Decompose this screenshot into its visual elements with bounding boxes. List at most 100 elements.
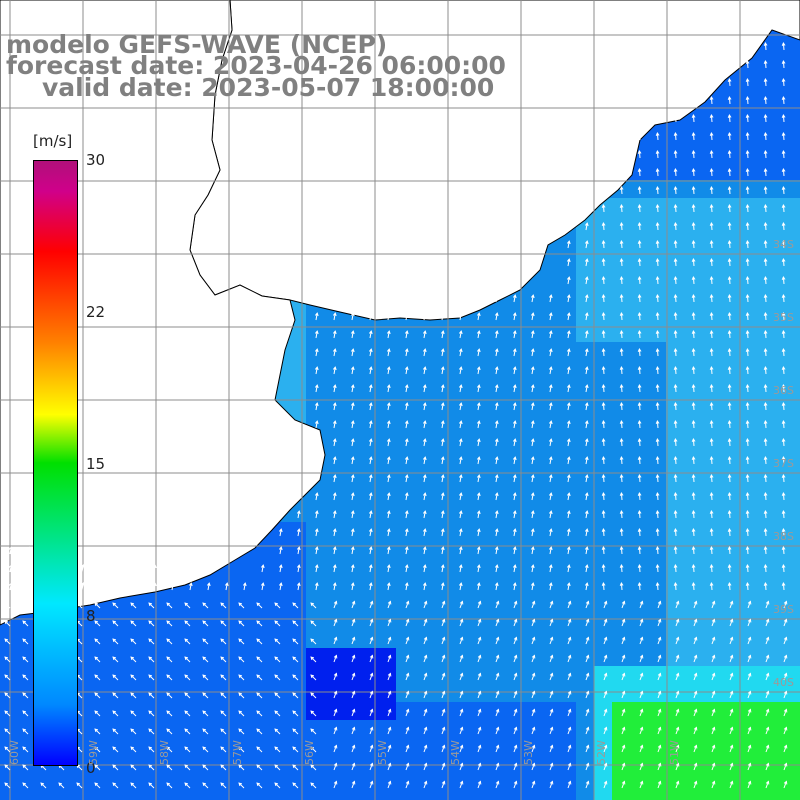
speed-cell	[378, 720, 397, 739]
speed-cell	[774, 594, 793, 613]
speed-cell	[108, 630, 127, 649]
speed-cell	[288, 612, 307, 631]
speed-cell	[684, 630, 703, 649]
wind-arrow	[655, 257, 660, 267]
wind-arrow	[601, 311, 606, 321]
speed-cell	[666, 774, 685, 793]
wind-arrow	[637, 365, 642, 375]
wind-arrow	[637, 41, 642, 51]
speed-cell	[450, 720, 469, 739]
speed-cell	[378, 702, 397, 721]
wind-arrow	[673, 95, 678, 105]
speed-cell	[18, 720, 37, 739]
wind-arrow	[584, 402, 589, 411]
wind-arrow	[601, 185, 606, 195]
wind-arrow	[781, 329, 786, 339]
wind-arrow	[566, 204, 571, 213]
wind-arrow	[368, 402, 373, 411]
speed-cell	[144, 684, 163, 703]
speed-cell	[522, 612, 541, 631]
speed-cell	[324, 666, 343, 685]
wind-arrow	[781, 131, 786, 141]
wind-arrow	[601, 239, 606, 249]
lat-label-37s: 37S	[773, 457, 794, 470]
speed-cell	[414, 594, 433, 613]
speed-cell	[558, 666, 577, 685]
speed-cell	[792, 576, 800, 595]
speed-cell	[792, 612, 800, 631]
speed-cell	[378, 666, 397, 685]
speed-cell	[504, 702, 523, 721]
speed-cell	[648, 684, 667, 703]
speed-cell	[180, 738, 199, 757]
speed-cell	[576, 612, 595, 631]
speed-cell	[432, 612, 451, 631]
speed-cell	[720, 684, 739, 703]
speed-cell	[378, 630, 397, 649]
wind-arrow	[763, 131, 768, 141]
speed-cell	[468, 684, 487, 703]
wind-arrow	[781, 41, 786, 51]
speed-cell	[126, 684, 145, 703]
speed-cell	[18, 612, 37, 631]
speed-cell	[234, 594, 253, 613]
wind-arrow	[601, 149, 606, 159]
speed-cell	[558, 792, 577, 800]
speed-cell	[54, 774, 73, 793]
speed-cell	[792, 198, 800, 217]
wind-arrow	[584, 240, 589, 249]
speed-cell	[792, 288, 800, 307]
wind-arrow	[673, 275, 678, 285]
speed-cell	[612, 792, 631, 800]
speed-cell	[558, 630, 577, 649]
speed-cell	[198, 792, 217, 800]
wind-arrow	[584, 150, 589, 159]
speed-cell	[738, 738, 757, 757]
speed-cell	[108, 684, 127, 703]
speed-cell	[180, 666, 199, 685]
wind-arrow	[584, 114, 589, 123]
speed-cell	[180, 630, 199, 649]
speed-cell	[702, 630, 721, 649]
wind-arrow	[422, 384, 427, 393]
speed-cell	[720, 702, 739, 721]
speed-cell	[288, 648, 307, 667]
speed-cell	[702, 594, 721, 613]
wind-arrow	[314, 348, 319, 357]
speed-cell	[162, 774, 181, 793]
wind-arrow	[368, 294, 373, 303]
wind-arrow	[709, 257, 714, 267]
speed-cell	[468, 630, 487, 649]
speed-cell	[234, 648, 253, 667]
speed-cell	[234, 792, 253, 800]
speed-cell	[738, 684, 757, 703]
wind-arrow	[655, 329, 660, 339]
wind-arrow	[673, 113, 678, 123]
lon-label-55w: 55W	[376, 740, 389, 765]
speed-cell	[144, 702, 163, 721]
wind-arrow	[350, 402, 355, 411]
wind-arrow	[494, 312, 499, 321]
speed-cell	[270, 792, 289, 800]
speed-cell	[108, 792, 127, 800]
colorbar-tick-8: 8	[86, 607, 96, 625]
wind-arrow	[584, 384, 589, 393]
wind-arrow	[619, 239, 624, 249]
wind-arrow	[781, 293, 786, 303]
wind-arrow	[655, 221, 660, 231]
speed-cell	[306, 720, 325, 739]
speed-cell	[594, 738, 613, 757]
speed-cell	[792, 432, 800, 451]
lon-label-57w: 57W	[231, 740, 244, 765]
speed-cell	[594, 594, 613, 613]
speed-cell	[360, 720, 379, 739]
speed-cell	[162, 738, 181, 757]
speed-cell	[288, 594, 307, 613]
speed-cell	[684, 738, 703, 757]
speed-cell	[558, 612, 577, 631]
wind-arrow	[619, 383, 624, 393]
speed-cell	[756, 702, 775, 721]
speed-cell	[342, 738, 361, 757]
wind-arrow	[655, 275, 660, 285]
